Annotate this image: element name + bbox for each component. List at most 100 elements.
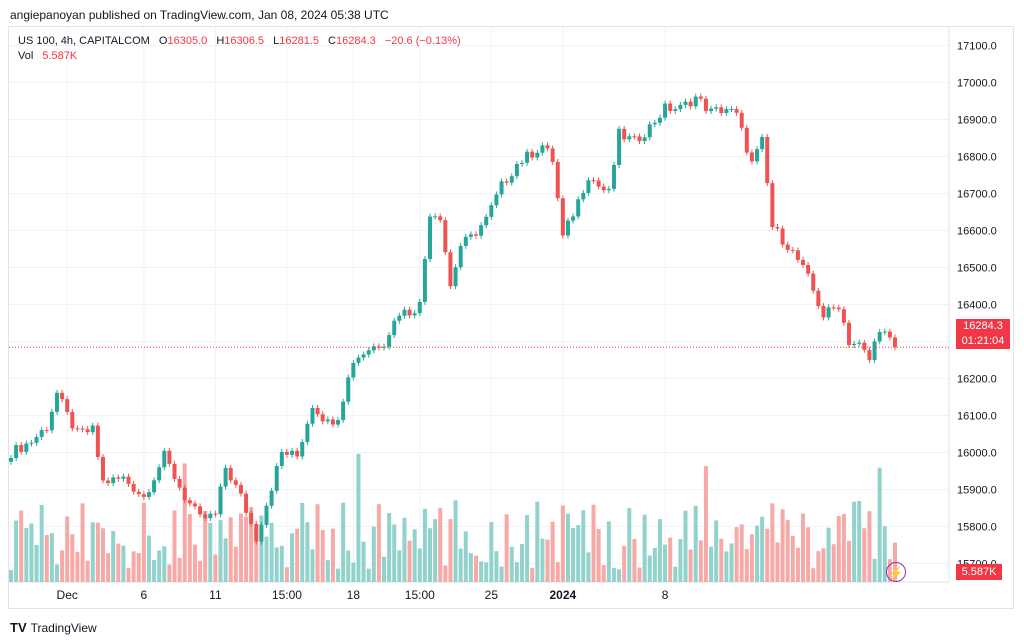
candle-body	[29, 442, 34, 444]
tradingview-logo[interactable]: TV TradingView	[10, 620, 97, 635]
volume-bar	[315, 504, 320, 582]
candle-body	[433, 216, 438, 218]
volume-bar	[397, 550, 402, 582]
volume-bar	[703, 466, 708, 582]
volume-bar	[499, 566, 504, 582]
candle-body	[325, 419, 330, 422]
volume-bar	[70, 534, 75, 582]
candle-body	[9, 458, 13, 462]
candle-body	[826, 307, 831, 318]
volume-bar	[857, 501, 862, 582]
volume-bar	[325, 560, 330, 582]
volume-bar	[213, 554, 218, 582]
volume-bar	[463, 531, 468, 582]
volume-bar	[872, 558, 877, 582]
candle-body	[152, 480, 157, 493]
candle-body	[698, 96, 703, 99]
volume-bar	[346, 550, 351, 582]
close-label: C	[328, 35, 336, 47]
candle-body	[801, 259, 806, 265]
candle-body	[244, 493, 249, 513]
candle-body	[187, 500, 192, 504]
candle-body	[392, 320, 397, 336]
volume-bar	[489, 522, 494, 582]
price-chart[interactable]: 15700.015800.015900.016000.016100.016200…	[9, 27, 1013, 608]
volume-bar	[407, 540, 412, 582]
candle-body	[678, 104, 683, 110]
candle-body	[642, 137, 647, 142]
candle-body	[795, 250, 800, 260]
volume-bar	[504, 514, 509, 582]
candle-body	[530, 151, 535, 158]
volume-bar	[428, 528, 433, 582]
candle-body	[371, 346, 376, 351]
volume-bar	[734, 527, 739, 582]
candle-body	[228, 467, 233, 481]
volume-bar	[330, 528, 335, 582]
candle-body	[872, 341, 877, 360]
volume-bar	[637, 567, 642, 582]
volume-bar	[274, 547, 279, 582]
volume-bar	[581, 510, 586, 582]
legend: US 100, 4h, CAPITALCOM O16305.0 H16306.5…	[18, 34, 461, 64]
volume-bar	[218, 519, 223, 582]
candle-body	[198, 506, 203, 515]
candle-body	[785, 244, 790, 250]
candle-body	[729, 109, 734, 111]
volume-bar	[34, 544, 39, 582]
volume-bar	[841, 514, 846, 582]
candle-body	[770, 183, 775, 228]
candle-body	[882, 331, 887, 333]
candle-body	[525, 151, 530, 163]
lightning-icon[interactable]: ⚡	[886, 562, 906, 582]
volume-bar	[494, 551, 499, 582]
candle-body	[780, 228, 785, 245]
y-tick-label: 17000.0	[957, 78, 997, 90]
volume-bar	[525, 515, 530, 582]
volume-bar	[29, 523, 34, 582]
volume-bar	[279, 545, 284, 582]
candle-body	[111, 477, 116, 484]
x-tick-label: 8	[662, 588, 669, 602]
candle-body	[402, 309, 407, 316]
candle-body	[428, 216, 433, 260]
volume-bar	[663, 544, 668, 582]
candle-body	[192, 503, 197, 507]
candle-body	[116, 477, 121, 479]
volume-bar	[749, 534, 754, 582]
candle-body	[24, 443, 29, 452]
y-tick-label: 16700.0	[957, 189, 997, 201]
candle-body	[182, 487, 187, 501]
candle-body	[519, 162, 524, 165]
volume-bar	[203, 510, 208, 582]
volume-bar	[571, 528, 576, 582]
volume-bar	[806, 527, 811, 582]
chart-frame	[8, 26, 1014, 609]
candle-body	[106, 480, 111, 484]
volume-bar	[80, 503, 85, 582]
volume-bar	[49, 533, 54, 582]
volume-bar	[601, 565, 606, 582]
candle-body	[310, 408, 315, 424]
candle-body	[560, 198, 565, 236]
candle-body	[565, 220, 570, 236]
candle-body	[320, 414, 325, 422]
volume-bar	[882, 526, 887, 582]
volume-bar	[780, 509, 785, 582]
volume-bar	[632, 538, 637, 582]
candle-body	[131, 483, 136, 492]
candle-body	[34, 436, 39, 443]
volume-bar	[795, 547, 800, 582]
candle-body	[90, 425, 95, 433]
candle-body	[136, 491, 141, 495]
candle-body	[336, 420, 341, 425]
volume-bar	[14, 520, 19, 582]
y-tick-label: 16500.0	[957, 263, 997, 275]
candle-body	[157, 467, 162, 481]
candle-body	[806, 264, 811, 274]
volume-bar	[244, 516, 249, 582]
volume-bar	[39, 504, 44, 582]
candle-body	[85, 429, 90, 433]
volume-bar	[157, 550, 162, 582]
candle-body	[443, 220, 448, 253]
